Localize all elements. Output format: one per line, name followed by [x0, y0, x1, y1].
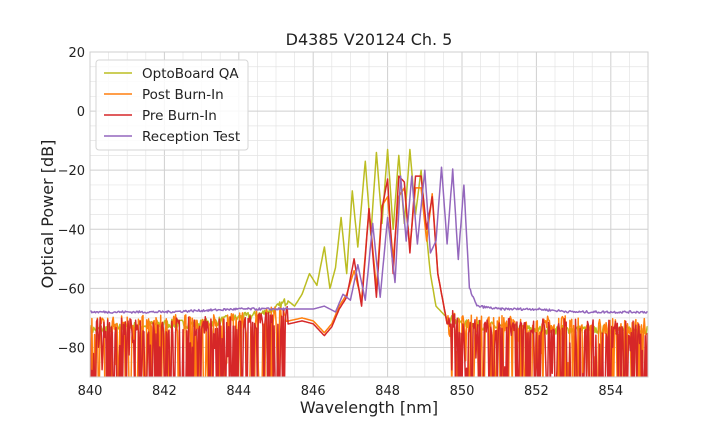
series-layer — [90, 148, 648, 377]
x-tick-label: 846 — [301, 384, 326, 399]
series-line-reception-test — [90, 166, 648, 314]
legend-label-pre-burn-in: Pre Burn-In — [142, 108, 217, 124]
x-tick-label: 848 — [375, 384, 400, 399]
legend-box — [95, 59, 249, 151]
x-tick-label: 850 — [450, 384, 475, 399]
y-tick-label: 20 — [68, 46, 85, 61]
legend-label-post-burn-in: Post Burn-In — [142, 87, 224, 103]
plot-frame — [89, 51, 649, 378]
y-axis-label: Optical Power [dB] — [38, 140, 57, 289]
y-tick-label: 0 — [77, 105, 85, 120]
y-tick-label: −20 — [58, 164, 85, 179]
x-tick-label: 842 — [152, 384, 177, 399]
x-tick-label: 844 — [226, 384, 251, 399]
x-axis-label: Wavelength [nm] — [300, 398, 438, 417]
y-tick-label: −40 — [58, 223, 85, 238]
legend-label-reception-test: Reception Test — [142, 129, 240, 145]
chart-title: D4385 V20124 Ch. 5 — [286, 30, 453, 49]
legend: OptoBoard QA Post Burn-In Pre Burn-In Recep… — [95, 59, 249, 151]
legend-label-optoboard-qa: OptoBoard QA — [142, 66, 239, 82]
x-tick-label: 854 — [598, 384, 623, 399]
x-tick-label: 840 — [78, 384, 103, 399]
y-tick-label: −60 — [58, 282, 85, 297]
x-tick-label: 852 — [524, 384, 549, 399]
y-tick-label: −80 — [58, 341, 85, 356]
series-line-pre-burn-in — [90, 175, 648, 377]
